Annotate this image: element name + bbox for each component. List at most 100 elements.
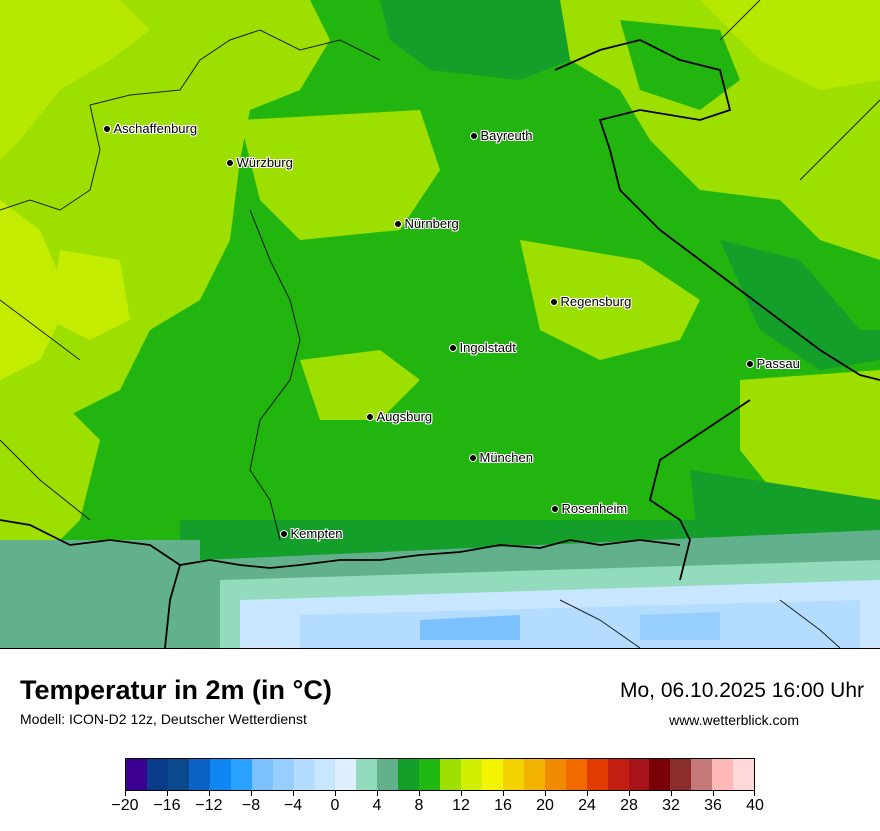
city-label: Ingolstadt xyxy=(459,340,516,355)
city-marker: Nürnberg xyxy=(393,216,459,231)
legend-swatch xyxy=(126,759,147,790)
city-label: Rosenheim xyxy=(561,501,628,516)
legend-tick-label: −20 xyxy=(111,797,139,814)
legend-tick-label: 32 xyxy=(662,797,680,814)
city-dot-icon xyxy=(745,359,754,368)
legend-tick-label: 8 xyxy=(414,797,424,814)
legend-tick-label: 40 xyxy=(746,797,764,814)
legend-swatch xyxy=(293,759,315,790)
legend-swatch xyxy=(565,759,587,790)
city-label: Bayreuth xyxy=(480,128,533,143)
legend-tick xyxy=(251,791,252,796)
legend-swatch xyxy=(251,759,273,790)
legend-swatch xyxy=(712,759,734,790)
legend-tick xyxy=(713,791,714,796)
legend-swatch xyxy=(419,759,441,790)
city-marker: Regensburg xyxy=(549,294,632,309)
legend-swatch xyxy=(461,759,482,790)
legend-swatch xyxy=(607,759,629,790)
map-footer: Temperatur in 2m (in °C) Modell: ICON-D2… xyxy=(0,648,880,831)
legend-swatch xyxy=(440,759,461,790)
legend-swatch xyxy=(544,759,566,790)
legend-tick-label: 16 xyxy=(494,797,512,814)
city-dot-icon xyxy=(365,412,374,421)
website-link[interactable]: www.wetterblick.com xyxy=(669,712,799,728)
legend-swatch xyxy=(733,759,755,790)
legend-swatch xyxy=(502,759,524,790)
city-label: Würzburg xyxy=(236,155,293,170)
city-label: Regensburg xyxy=(560,294,632,309)
city-dot-icon xyxy=(102,124,111,133)
legend-tick-label: 36 xyxy=(704,797,722,814)
temperature-field xyxy=(0,0,880,648)
forecast-datetime: Mo, 06.10.2025 16:00 Uhr xyxy=(619,679,864,702)
legend-tick xyxy=(335,791,336,796)
legend-tick xyxy=(125,791,126,796)
map-title: Temperatur in 2m (in °C) xyxy=(20,675,332,705)
legend-tick-label: −4 xyxy=(283,797,303,814)
legend-swatch xyxy=(188,759,210,790)
city-dot-icon xyxy=(279,529,288,538)
model-info: Modell: ICON-D2 12z, Deutscher Wetterdie… xyxy=(20,711,307,727)
city-dot-icon xyxy=(393,219,402,228)
legend-tick-label: −16 xyxy=(153,797,181,814)
legend-tick xyxy=(754,791,755,796)
legend-swatch xyxy=(523,759,545,790)
city-marker: Bayreuth xyxy=(469,128,533,143)
legend-swatch xyxy=(230,759,252,790)
city-dot-icon xyxy=(469,131,478,140)
legend-tick xyxy=(167,791,168,796)
legend-swatch xyxy=(356,759,378,790)
legend-tick xyxy=(377,791,378,796)
city-marker: Ingolstadt xyxy=(448,340,516,355)
legend-tick xyxy=(419,791,420,796)
city-label: Kempten xyxy=(290,526,343,541)
legend-tick-label: −12 xyxy=(195,797,223,814)
legend-tick-label: 12 xyxy=(452,797,470,814)
legend-swatch xyxy=(649,759,671,790)
legend-swatch xyxy=(377,759,399,790)
city-marker: Passau xyxy=(745,356,800,371)
city-label: Passau xyxy=(756,356,800,371)
legend-swatch xyxy=(314,759,336,790)
legend-tick xyxy=(587,791,588,796)
legend-swatch xyxy=(586,759,608,790)
legend-tick-label: 0 xyxy=(330,797,340,814)
legend-tick xyxy=(503,791,504,796)
city-label: München xyxy=(479,450,533,465)
legend-tick xyxy=(629,791,630,796)
city-label: Nürnberg xyxy=(404,216,459,231)
city-marker: München xyxy=(468,450,533,465)
legend-tick xyxy=(671,791,672,796)
legend-swatch xyxy=(670,759,692,790)
legend-swatch xyxy=(481,759,503,790)
legend-swatch xyxy=(209,759,231,790)
legend-swatch xyxy=(691,759,713,790)
legend-swatch xyxy=(335,759,357,790)
legend-tick-label: −8 xyxy=(241,797,261,814)
legend-tick xyxy=(209,791,210,796)
city-dot-icon xyxy=(448,343,457,352)
temperature-map: Aschaffenburg Würzburg Bayreuth Nürnberg… xyxy=(0,0,880,648)
legend-tick-label: 20 xyxy=(536,797,554,814)
city-dot-icon xyxy=(468,453,477,462)
legend-tick xyxy=(545,791,546,796)
city-marker: Kempten xyxy=(279,526,343,541)
city-dot-icon xyxy=(225,158,234,167)
city-marker: Rosenheim xyxy=(550,501,628,516)
legend-tick-label: 4 xyxy=(372,797,382,814)
legend-ticks: −20 −16 −12 −8 −4 0 4 8 12 16 20 24 28 32 36 40 xyxy=(111,791,764,821)
city-dot-icon xyxy=(549,297,558,306)
city-label: Aschaffenburg xyxy=(113,121,198,136)
legend-swatch xyxy=(628,759,650,790)
legend-swatch xyxy=(167,759,189,790)
legend-swatch xyxy=(398,759,420,790)
city-label: Augsburg xyxy=(376,409,433,424)
city-dot-icon xyxy=(550,504,559,513)
legend-tick xyxy=(293,791,294,796)
legend-swatch xyxy=(146,759,168,790)
color-legend xyxy=(125,758,755,791)
legend-tick-label: 28 xyxy=(620,797,638,814)
legend-tick-label: 24 xyxy=(578,797,596,814)
city-marker: Augsburg xyxy=(365,409,433,424)
